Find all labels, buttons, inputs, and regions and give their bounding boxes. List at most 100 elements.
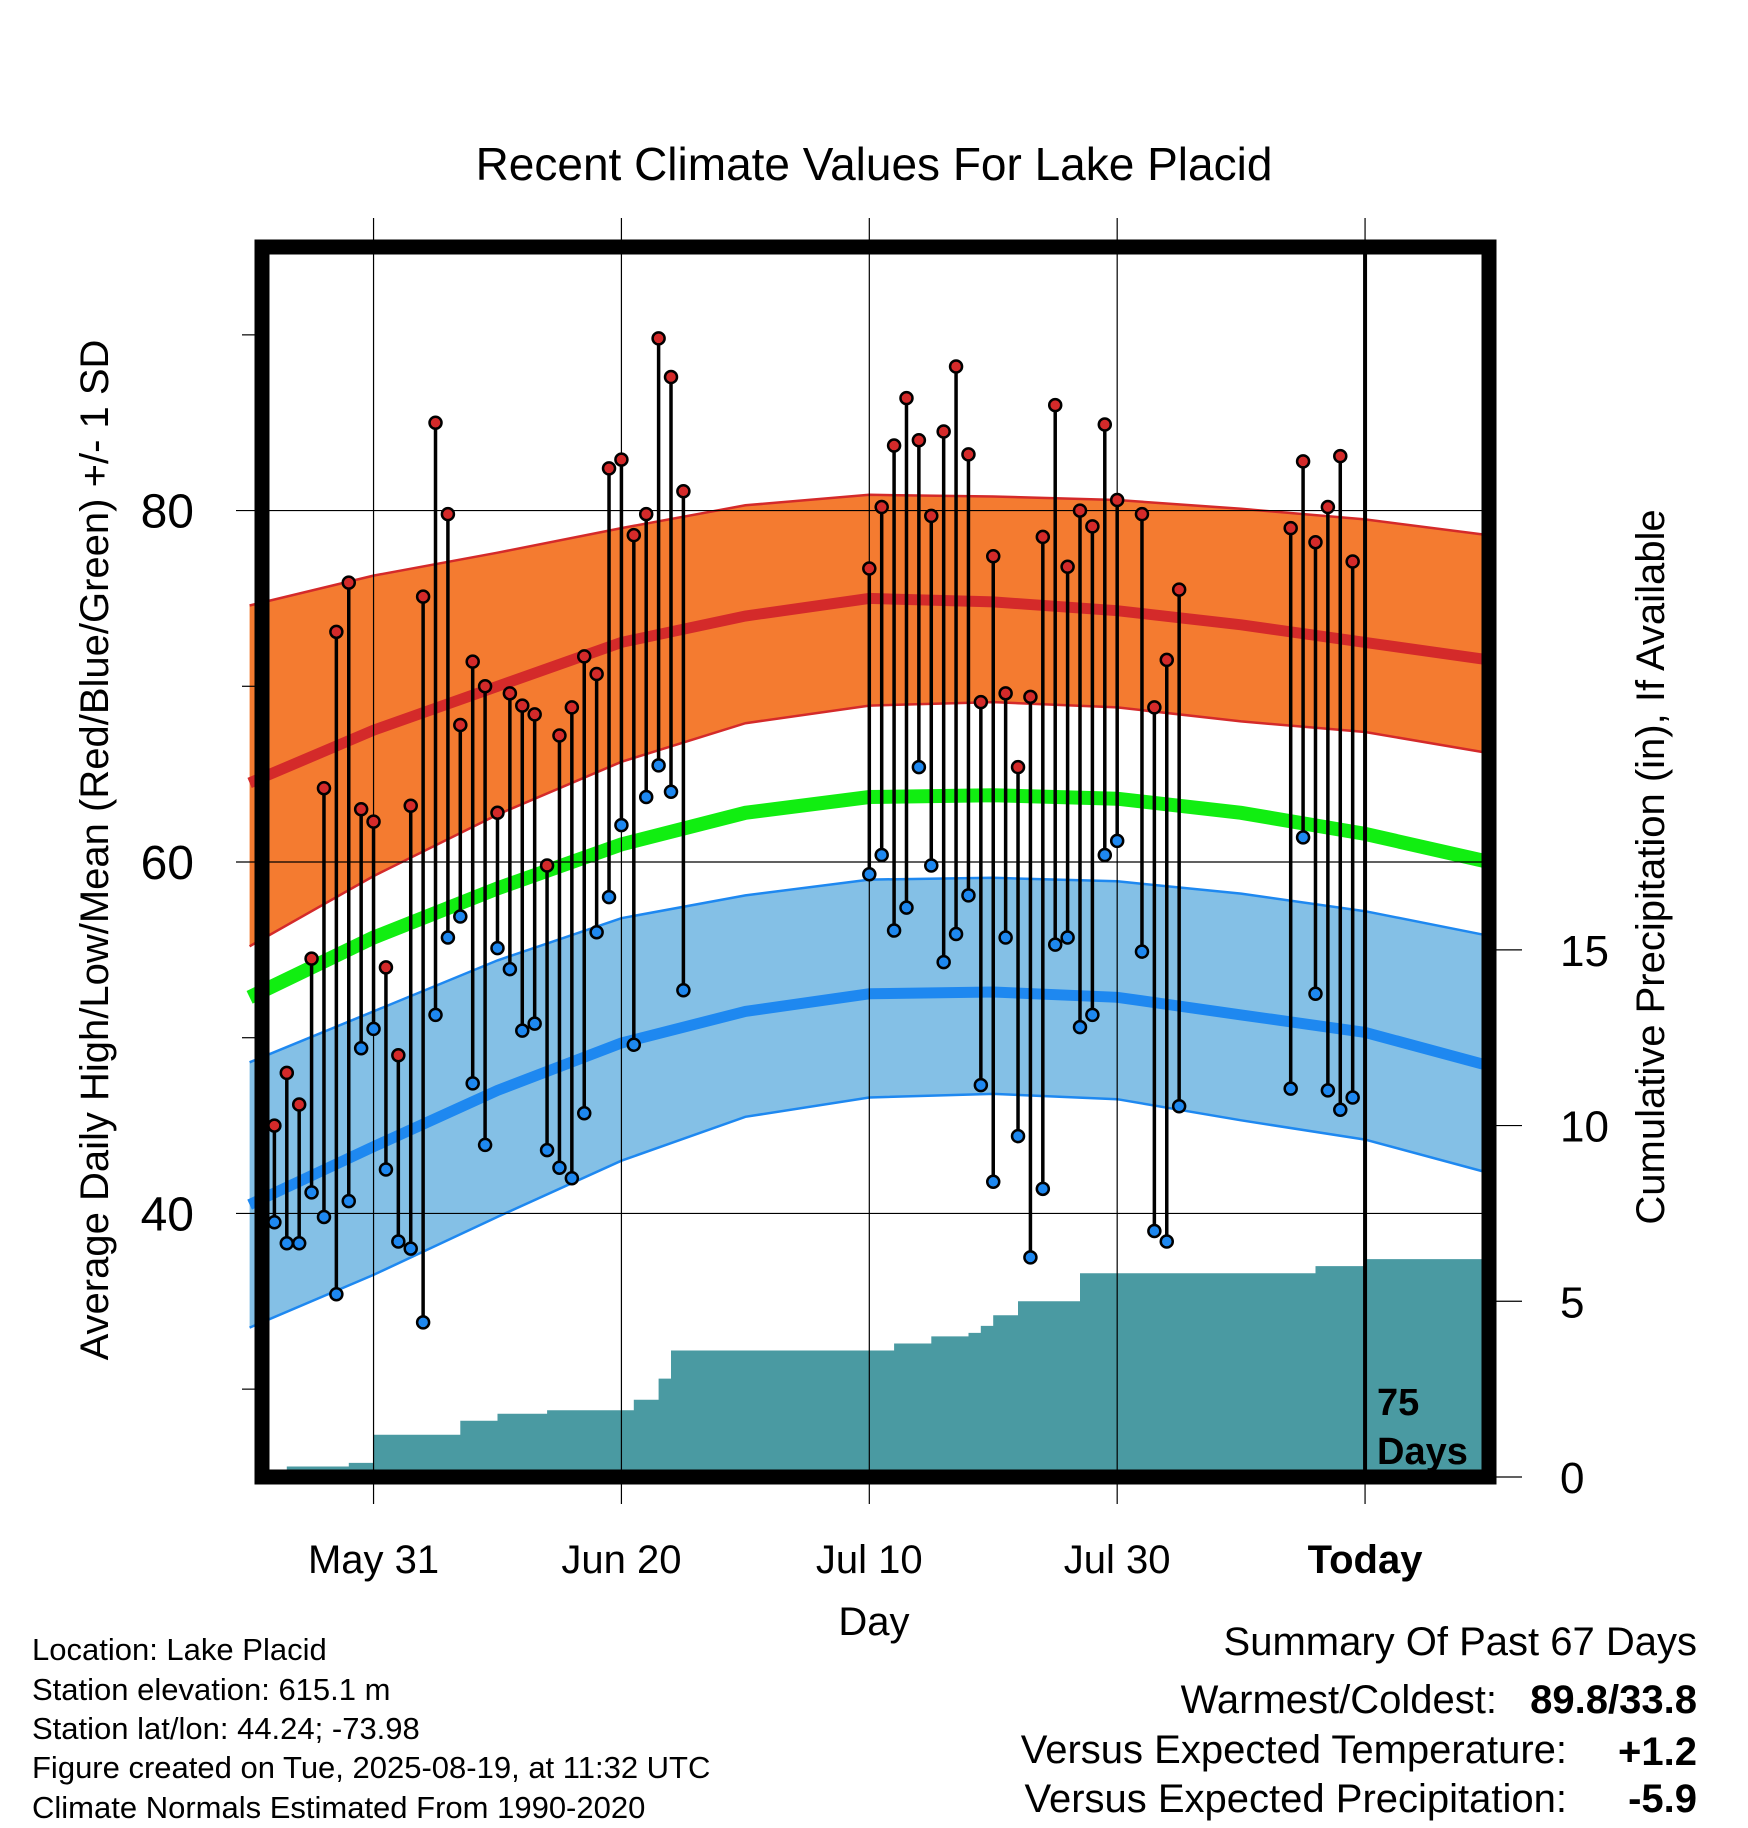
daily-low-point — [1047, 937, 1063, 952]
y-tick-label-left: 80 — [141, 486, 194, 539]
summary-title: Summary Of Past 67 Days — [1224, 1620, 1697, 1664]
daily-high-point — [291, 1097, 307, 1112]
daily-high-point — [985, 549, 1001, 564]
daily-high-point — [1134, 506, 1150, 522]
daily-low-point — [998, 930, 1013, 945]
info-normals: Climate Normals Estimated From 1990-2020 — [32, 1790, 645, 1825]
daily-low-point — [329, 1287, 344, 1302]
daily-low-point — [267, 1214, 282, 1230]
daily-high-point — [638, 506, 654, 522]
axes: May 31 Jun 20 Jul 10 Jul 30 Today 40 60 80 0 5 10 1… — [141, 218, 1609, 1582]
daily-low-point — [1072, 1019, 1088, 1035]
daily-low-point — [1010, 1128, 1026, 1144]
daily-low-point — [291, 1236, 307, 1251]
summary-warm-cold-label: Warmest/Coldest: — [1181, 1678, 1497, 1722]
daily-low-point — [676, 983, 691, 998]
daily-low-point — [1023, 1250, 1038, 1265]
daily-high-point — [614, 452, 629, 467]
daily-low-point — [638, 789, 654, 805]
x-tick-label: Jul 10 — [816, 1538, 923, 1582]
daily-low-point — [552, 1160, 567, 1175]
daily-high-point — [973, 694, 989, 710]
daily-high-point — [1109, 492, 1125, 508]
daily-high-point — [1345, 554, 1360, 569]
daily-low-point — [961, 888, 976, 903]
daily-low-point — [391, 1234, 406, 1249]
daily-low-point — [1333, 1102, 1348, 1118]
daily-high-point — [998, 686, 1013, 701]
daily-high-point — [899, 390, 914, 406]
daily-high-point — [651, 331, 666, 346]
daily-low-point — [924, 858, 939, 873]
daily-high-point — [676, 483, 691, 499]
daily-high-point — [1147, 700, 1162, 715]
daily-high-point — [1072, 503, 1088, 518]
daily-low-point — [626, 1037, 642, 1052]
daily-low-point — [1345, 1090, 1360, 1105]
daily-high-point — [329, 624, 344, 640]
daily-low-point — [899, 900, 914, 915]
daily-high-point — [477, 679, 493, 694]
daily-high-point — [1023, 689, 1038, 705]
daily-low-point — [453, 909, 468, 924]
daily-high-point — [527, 707, 542, 722]
x-tick-label: Jul 30 — [1064, 1538, 1171, 1582]
daily-high-point — [279, 1065, 295, 1081]
daily-low-point — [515, 1023, 530, 1038]
daily-low-point — [403, 1241, 418, 1256]
daily-low-point — [366, 1021, 381, 1037]
daily-low-point — [651, 758, 666, 773]
summary-precip-label: Versus Expected Precipitation: — [1024, 1777, 1567, 1821]
daily-high-point — [378, 960, 394, 975]
info-created: Figure created on Tue, 2025-08-19, at 11… — [32, 1750, 710, 1785]
daily-low-point — [490, 940, 505, 956]
daily-low-point — [1320, 1083, 1336, 1098]
info-latlon: Station lat/lon: 44.24; -73.98 — [32, 1711, 420, 1746]
daily-high-point — [1010, 759, 1026, 775]
daily-low-point — [886, 923, 902, 938]
daily-low-point — [353, 1041, 369, 1056]
daily-low-point — [539, 1142, 555, 1158]
daily-low-point — [589, 925, 604, 940]
daily-low-point — [378, 1162, 394, 1177]
daily-high-point — [539, 858, 555, 873]
daily-low-point — [428, 1007, 443, 1023]
y-tick-label-left: 40 — [141, 1188, 194, 1241]
daily-high-point — [415, 589, 431, 604]
daily-low-point — [527, 1016, 542, 1031]
plot-area — [246, 247, 1491, 1477]
daily-low-point — [1060, 930, 1075, 945]
daily-high-point — [911, 433, 927, 448]
daily-high-point — [1283, 520, 1298, 536]
daily-low-point — [1171, 1098, 1187, 1114]
daily-low-point — [874, 847, 889, 863]
info-elevation: Station elevation: 615.1 m — [32, 1672, 390, 1707]
daily-low-point — [614, 817, 629, 833]
summary-temp-value: +1.2 — [1618, 1730, 1697, 1774]
daily-high-point — [874, 499, 889, 515]
daily-low-point — [1097, 847, 1113, 863]
daily-high-point — [502, 686, 518, 701]
info-location: Location: Lake Placid — [32, 1632, 327, 1667]
daily-high-point — [403, 798, 418, 814]
summary-temp-label: Versus Expected Temperature: — [1021, 1728, 1567, 1772]
daily-high-point — [1035, 529, 1051, 545]
daily-low-point — [911, 759, 927, 775]
y-axis-label-left: Average Daily High/Low/Mean (Red/Blue/Gr… — [73, 340, 117, 1361]
daily-high-point — [1047, 397, 1063, 413]
daily-high-point — [1308, 534, 1323, 550]
y-axis-label-right: Cumulative Precipitation (in), If Availa… — [1629, 509, 1673, 1224]
daily-high-point — [440, 506, 456, 522]
daily-high-point — [304, 951, 319, 966]
chart-title: Recent Climate Values For Lake Placid — [476, 138, 1273, 190]
daily-high-point — [564, 700, 580, 715]
daily-low-point — [1085, 1007, 1100, 1023]
daily-high-point — [1097, 417, 1113, 432]
daily-low-point — [1295, 830, 1311, 845]
daily-low-point — [1308, 986, 1323, 1002]
daily-low-point — [936, 954, 951, 970]
daily-low-point — [1035, 1181, 1051, 1197]
y-tick-label-right: 5 — [1560, 1278, 1584, 1327]
daily-high-point — [589, 666, 604, 682]
